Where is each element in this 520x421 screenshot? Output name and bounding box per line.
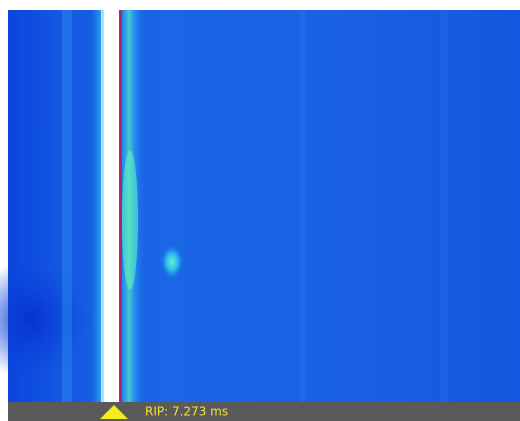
status-label: RIP: 7.273 ms — [145, 405, 228, 419]
viewer: RIP: 7.273 ms — [0, 0, 520, 421]
heatmap-peak-edge — [101, 10, 104, 402]
heatmap-streak — [440, 10, 448, 402]
heatmap-peak — [104, 10, 119, 402]
heatmap-streak — [62, 10, 72, 402]
heatmap-glow — [122, 150, 138, 290]
status-bar — [8, 402, 520, 421]
page: RIP: 7.273 ms (() => { const data = JSON… — [0, 0, 520, 421]
heatmap-peak-edge — [119, 10, 122, 402]
heatmap-blob — [160, 244, 184, 280]
heatmap-streak — [300, 10, 306, 402]
